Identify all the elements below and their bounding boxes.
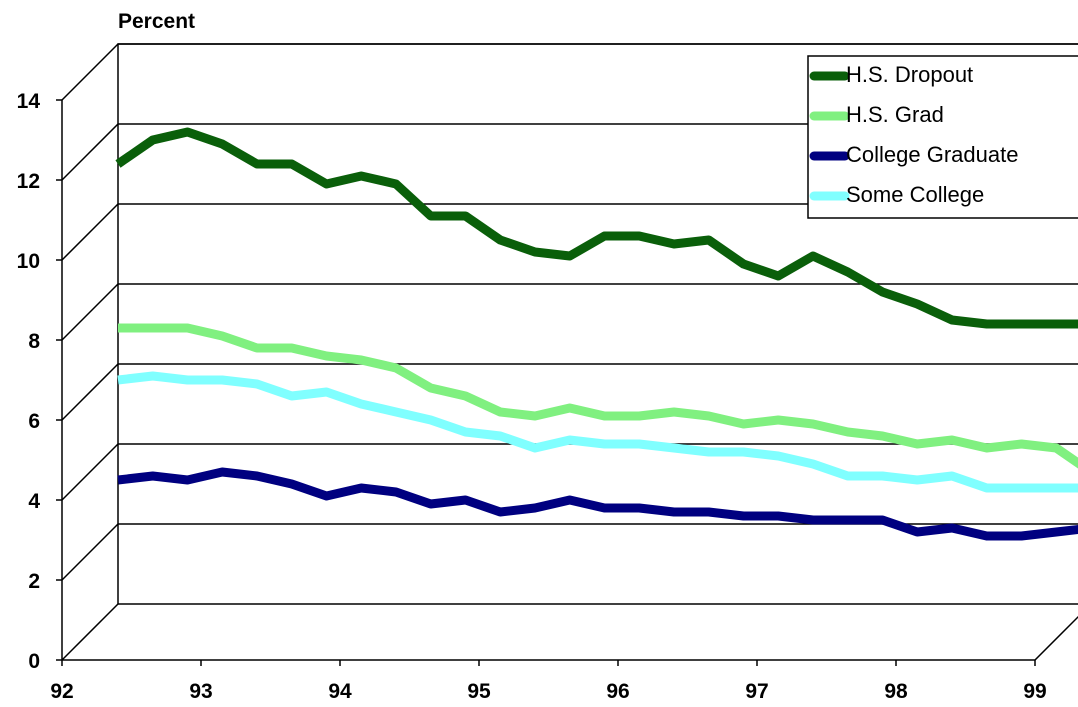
series-line bbox=[118, 323, 1078, 469]
series-line bbox=[115, 127, 1078, 329]
legend-label: College Graduate bbox=[846, 142, 1018, 167]
x-tick-label: 94 bbox=[328, 680, 352, 703]
legend-label: H.S. Dropout bbox=[846, 62, 973, 87]
x-tick-label: 96 bbox=[606, 680, 629, 703]
depth-line bbox=[61, 123, 119, 181]
y-tick-label: 8 bbox=[28, 330, 40, 353]
legend-label: Some College bbox=[846, 182, 984, 207]
x-tick-label: 95 bbox=[467, 680, 491, 703]
series-line bbox=[117, 467, 1078, 541]
legend-box bbox=[807, 55, 1078, 219]
y-axis-title: Percent bbox=[118, 10, 195, 33]
depth-line bbox=[61, 43, 119, 101]
legend-label: H.S. Grad bbox=[846, 102, 944, 127]
depth-line bbox=[61, 603, 119, 661]
depth-line bbox=[61, 283, 119, 341]
y-tick-label: 4 bbox=[28, 490, 40, 513]
x-tick-label: 98 bbox=[884, 680, 908, 703]
depth-line bbox=[61, 443, 119, 501]
series-line bbox=[117, 371, 1078, 493]
y-tick-label: 12 bbox=[17, 170, 40, 193]
y-tick-label: 14 bbox=[17, 90, 41, 113]
x-tick-label: 92 bbox=[50, 680, 73, 703]
x-tick-label: 99 bbox=[1023, 680, 1046, 703]
floor bbox=[62, 615, 1078, 661]
y-tick-label: 0 bbox=[28, 650, 40, 673]
y-tick-label: 2 bbox=[28, 570, 40, 593]
x-tick-label: 97 bbox=[745, 680, 768, 703]
depth-line bbox=[61, 523, 119, 581]
depth-line bbox=[61, 363, 119, 421]
y-tick-label: 6 bbox=[28, 410, 40, 433]
legend: H.S. Dropout H.S. Grad College Graduate Som… bbox=[807, 55, 1078, 219]
x-tick-label: 93 bbox=[189, 680, 212, 703]
y-tick-label: 10 bbox=[17, 250, 40, 273]
depth-line bbox=[61, 203, 119, 261]
